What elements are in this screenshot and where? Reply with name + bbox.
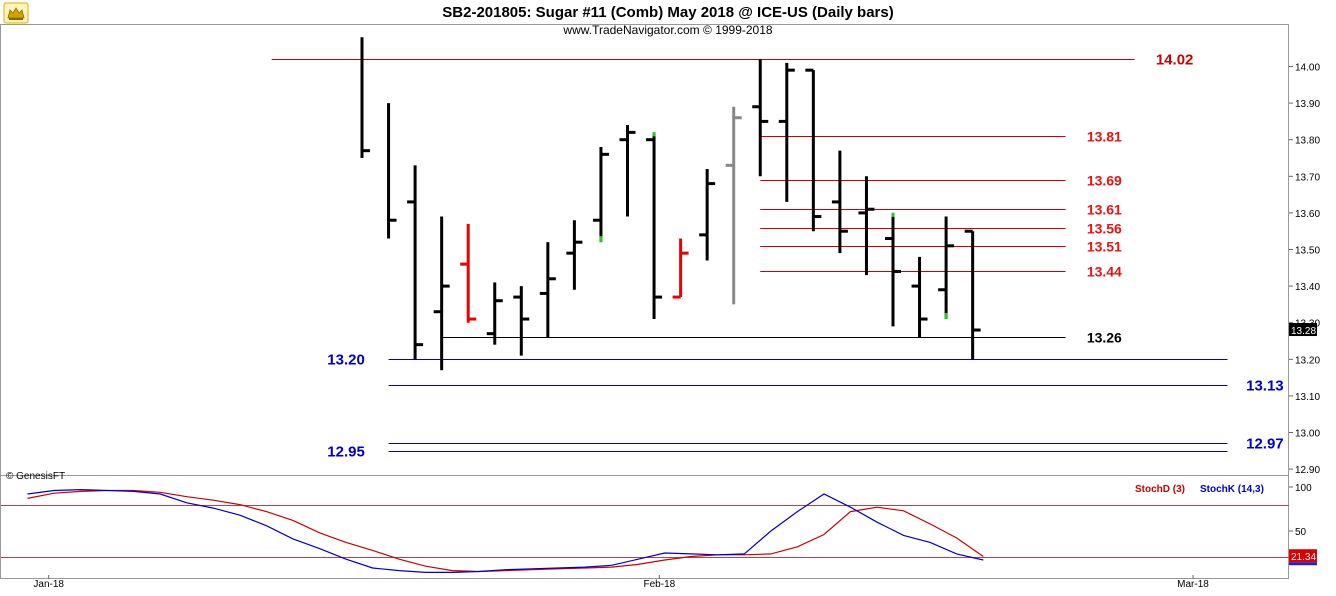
price-axis-label: 13.80 xyxy=(1295,136,1320,147)
chart-title: SB2-201805: Sugar #11 (Comb) May 2018 @ … xyxy=(442,4,893,21)
time-axis-label: Feb-18 xyxy=(644,579,676,590)
price-level-label: 13.13 xyxy=(1246,378,1284,395)
time-axis-label: Jan-18 xyxy=(33,579,64,590)
stoch-legend-entry: StochK (14,3) xyxy=(1200,484,1264,495)
price-axis-label: 13.70 xyxy=(1295,172,1320,183)
price-level-label: 13.61 xyxy=(1087,202,1122,218)
stoch-last-box-k xyxy=(1289,562,1317,566)
price-axis-label: 13.90 xyxy=(1295,99,1320,110)
price-levels: 14.02 13.81 13.69 13.61 13.56 13.51 13.44 13.26… xyxy=(271,52,1284,461)
chart-subtitle: www.TradeNavigator.com © 1999-2018 xyxy=(562,23,772,37)
price-level-label: 13.81 xyxy=(1087,129,1122,145)
stoch-legend-entry: StochD (3) xyxy=(1135,484,1185,495)
stoch-series-line xyxy=(27,488,984,574)
stoch-last-box xyxy=(1289,549,1317,563)
price-level-label: 12.97 xyxy=(1246,436,1284,453)
price-axis-label: 12.90 xyxy=(1295,465,1320,476)
price-axis-label: 13.20 xyxy=(1295,355,1320,366)
stoch-axis-label: 100 xyxy=(1295,483,1312,494)
price-level-label: 13.56 xyxy=(1087,221,1122,237)
price-axis: 14.0013.9013.8013.7013.6013.5013.4013.30… xyxy=(1289,63,1320,476)
stoch-last-label: 21.34 xyxy=(1291,552,1316,563)
stochastic-panel: 100 50 StochD (3) StochK (14,3) 21.34 xyxy=(1,483,1317,574)
time-axis-label: Mar-18 xyxy=(1177,579,1209,590)
price-axis-label: 13.50 xyxy=(1295,246,1320,257)
time-axis: Jan-18 Feb-18 Mar-18 xyxy=(33,575,1209,590)
price-level-label: 12.95 xyxy=(327,444,365,461)
price-level-label: 13.51 xyxy=(1087,239,1122,255)
price-axis-label: 14.00 xyxy=(1295,63,1320,74)
stoch-series-line xyxy=(27,489,984,573)
plot-frame xyxy=(0,24,1289,579)
last-price-box xyxy=(1289,323,1317,337)
stoch-axis-label: 50 xyxy=(1295,527,1307,538)
price-level-label: 13.69 xyxy=(1087,173,1122,189)
bull-icon xyxy=(3,2,29,24)
price-level-label: 13.44 xyxy=(1087,264,1122,280)
last-price-label: 13.28 xyxy=(1291,326,1316,337)
price-axis-label: 13.60 xyxy=(1295,209,1320,220)
price-bars xyxy=(360,37,981,371)
price-axis-label: 13.10 xyxy=(1295,392,1320,403)
price-level-label: 13.26 xyxy=(1087,330,1122,346)
price-axis-label: 13.40 xyxy=(1295,282,1320,293)
price-axis-label: 13.00 xyxy=(1295,429,1320,440)
price-level-label: 13.20 xyxy=(327,352,365,369)
price-level-label: 14.02 xyxy=(1156,52,1194,69)
copyright-text: © GenesisFT xyxy=(6,471,65,482)
